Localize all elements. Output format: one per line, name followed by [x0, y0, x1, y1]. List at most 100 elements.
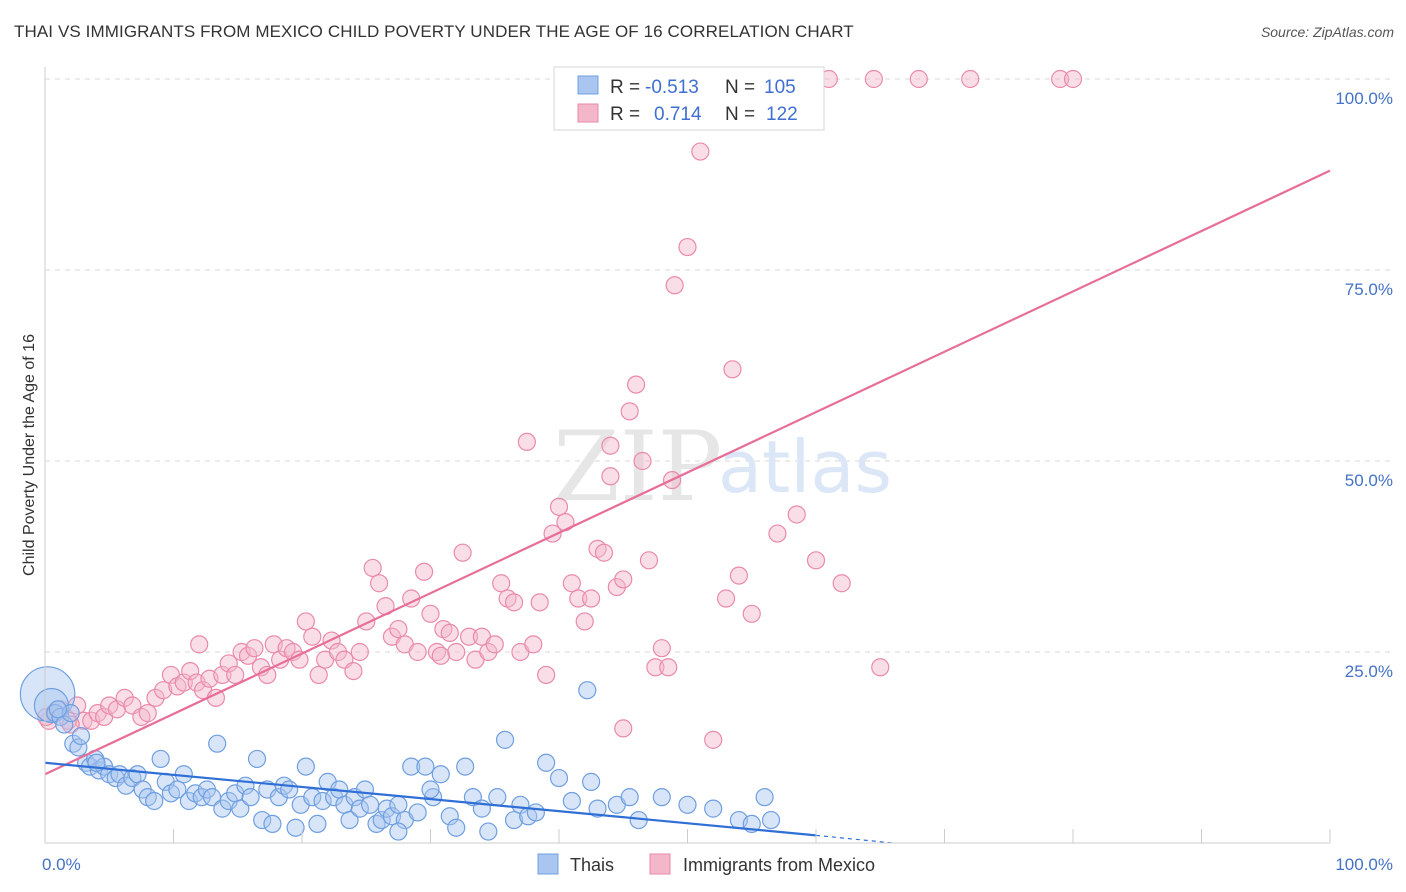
- mexico-point-45: [344, 661, 363, 681]
- y-axis-label: Child Poverty Under the Age of 16: [21, 334, 38, 576]
- mexico-point-29: [238, 646, 258, 665]
- legend-r-label-0: R =: [610, 77, 640, 98]
- y-tick-label-3: 25.0%: [1345, 662, 1393, 681]
- mexico-point-105: [806, 551, 826, 570]
- mexico-point-56: [414, 562, 434, 581]
- mexico-point-11: [115, 688, 134, 707]
- thais-point-74: [456, 757, 475, 776]
- mexico-point-95: [678, 237, 697, 257]
- mexico-point-89: [626, 375, 646, 394]
- thais-point-32: [208, 734, 227, 753]
- mexico-point-72: [517, 432, 536, 451]
- mexico-point-39: [303, 627, 322, 646]
- thais-point-99: [761, 810, 781, 830]
- mexico-point-57: [421, 604, 440, 623]
- mexico-point-117: [633, 451, 652, 471]
- thais-point-85: [549, 768, 569, 788]
- mexico-point-108: [864, 69, 883, 89]
- thais-point-72: [440, 807, 459, 826]
- mexico-point-102: [768, 524, 787, 543]
- series-mexico-points: [37, 69, 1083, 749]
- mexico-point-93: [659, 658, 678, 677]
- thais-trend-line: [44, 761, 817, 837]
- trend-lines: [44, 169, 1331, 844]
- mexico-point-86: [607, 577, 626, 597]
- mexico-point-110: [909, 69, 928, 89]
- thais-point-62: [372, 810, 391, 830]
- legend-swatch-thais: [577, 75, 599, 95]
- mexico-point-80: [569, 589, 588, 608]
- legend-r-value-0: -0.513: [645, 77, 699, 98]
- mexico-point-82: [582, 589, 601, 608]
- thais-point-56: [340, 810, 359, 830]
- x-tick-label-1: 100.0%: [1335, 855, 1393, 874]
- thais-point-48: [296, 757, 315, 776]
- thais-point-88: [582, 772, 601, 791]
- bottom-legend-mexico: Immigrants from Mexico: [683, 855, 875, 875]
- mexico-point-27: [226, 665, 245, 685]
- thais-point-100: [48, 700, 67, 719]
- thais-point-22: [151, 749, 170, 769]
- mexico-point-73: [524, 635, 543, 654]
- thais-point-65: [389, 795, 408, 814]
- y-tick-label-1: 75.0%: [1345, 280, 1393, 299]
- chart-title: THAI VS IMMIGRANTS FROM MEXICO CHILD POV…: [14, 22, 854, 41]
- thais-point-77: [479, 822, 498, 841]
- thais-point-89: [588, 799, 607, 818]
- chart-source: Source: ZipAtlas.com: [1260, 24, 1394, 40]
- x-tick-label-0: 0.0%: [42, 855, 81, 874]
- mexico-point-121: [431, 646, 450, 665]
- mexico-point-70: [504, 593, 524, 612]
- thais-point-73: [447, 818, 466, 837]
- mexico-point-49: [370, 574, 389, 593]
- mexico-point-38: [296, 612, 315, 631]
- mexico-point-87: [614, 570, 633, 589]
- thais-point-101: [71, 726, 91, 746]
- mexico-point-62: [453, 543, 472, 562]
- bottom-legend-swatch-thais: [537, 853, 559, 875]
- thais-point-98: [755, 788, 774, 807]
- mexico-point-98: [716, 589, 736, 608]
- legend-n-value-1: 122: [766, 104, 798, 125]
- thais-point-94: [678, 795, 697, 814]
- mexico-point-74: [530, 593, 549, 612]
- watermark-zip: ZIP: [553, 411, 722, 523]
- legend-n-value-0: 105: [764, 77, 796, 98]
- mexico-point-114: [614, 719, 633, 738]
- legend-swatch-mexico: [577, 103, 599, 123]
- mexico-point-75: [537, 665, 556, 685]
- mexico-point-43: [328, 642, 348, 662]
- legend-n-label-1: N =: [725, 104, 755, 125]
- thais-point-83: [526, 803, 545, 822]
- mexico-point-120: [190, 635, 209, 654]
- axes: [44, 67, 1331, 844]
- mexico-point-20: [181, 661, 200, 681]
- mexico-trend-line: [44, 169, 1331, 776]
- thais-point-59: [355, 780, 375, 799]
- mexico-point-16: [154, 681, 173, 700]
- mexico-point-103: [787, 505, 806, 524]
- y-tick-label-2: 50.0%: [1345, 471, 1393, 490]
- mexico-point-99: [723, 360, 742, 379]
- x-tick-labels: 0.0% 100.0%: [42, 855, 1393, 874]
- mexico-point-84: [594, 543, 614, 562]
- thais-point-91: [620, 788, 639, 807]
- mexico-point-68: [492, 574, 511, 593]
- mexico-point-96: [691, 142, 710, 161]
- thais-point-38: [241, 788, 260, 807]
- thais-point-40: [253, 810, 272, 830]
- thais-point-69: [416, 757, 435, 776]
- mexico-point-26: [219, 654, 238, 673]
- thais-point-43: [269, 788, 288, 807]
- watermark: ZIP atlas: [553, 411, 892, 523]
- mexico-point-94: [665, 276, 684, 295]
- mexico-point-61: [447, 642, 466, 662]
- mexico-point-113: [1063, 69, 1083, 89]
- mexico-point-88: [620, 402, 639, 421]
- thais-point-79: [495, 730, 515, 749]
- thais-point-7: [69, 738, 88, 757]
- bottom-legend-swatch-mexico: [649, 853, 671, 875]
- y-tick-label-0: 100.0%: [1335, 89, 1393, 108]
- thais-point-39: [247, 749, 267, 769]
- mexico-point-97: [704, 730, 723, 749]
